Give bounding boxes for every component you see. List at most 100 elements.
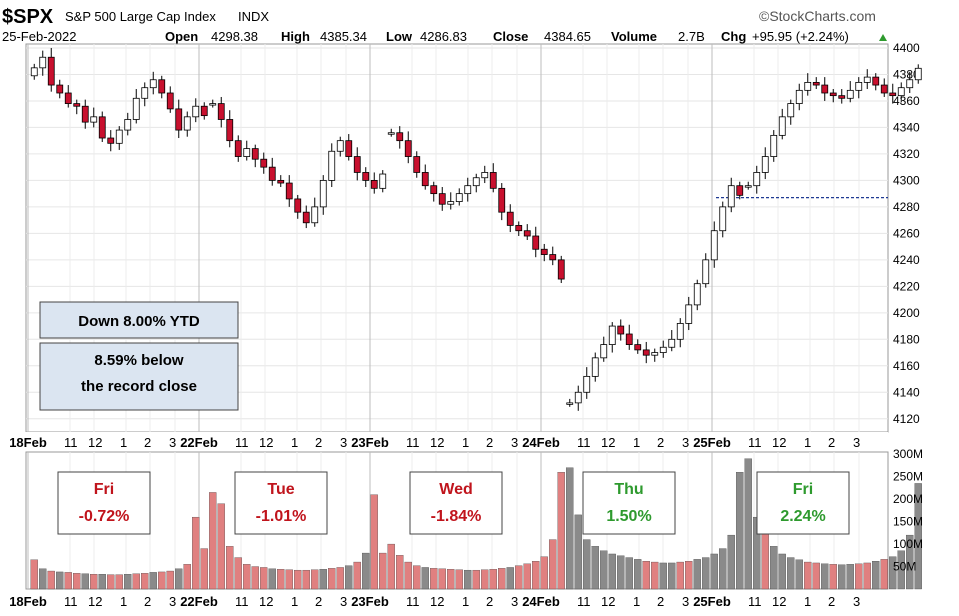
date-tick-label: 11 xyxy=(235,435,249,450)
volume-bar xyxy=(183,564,191,590)
volume-bar xyxy=(829,564,837,590)
date-tick-label: 2 xyxy=(315,594,322,609)
volume-tick-label: 50M xyxy=(893,560,916,574)
exchange-label: INDX xyxy=(238,9,269,24)
volume-tick-label: 150M xyxy=(893,515,923,529)
volume-bar xyxy=(464,569,472,590)
candle-up xyxy=(192,105,200,118)
record-note-line1: 8.59% below xyxy=(94,352,184,369)
volume-bar xyxy=(132,573,140,590)
volume-bar xyxy=(617,555,625,590)
price-tick-label: 4340 xyxy=(893,120,920,134)
volume-bar xyxy=(285,569,293,590)
date-tick-label: 12 xyxy=(601,594,615,609)
volume-bar xyxy=(404,561,412,590)
date-tick-label: 3 xyxy=(511,435,518,450)
candle-down xyxy=(880,84,888,94)
candle-down xyxy=(413,156,421,173)
candle-down xyxy=(498,187,506,213)
volume-y-axis: 50M 100M 150M 200M 250M 300M xyxy=(893,447,923,573)
date-tick-label: 2 xyxy=(828,435,835,450)
date-tick-label: 18Feb xyxy=(9,594,47,609)
volume-bar xyxy=(234,557,242,590)
volume-bar xyxy=(804,561,812,590)
date-tick-label: 12 xyxy=(772,594,786,609)
volume-bar xyxy=(328,568,336,590)
date-tick-label: 2 xyxy=(315,435,322,450)
volume-bar xyxy=(56,571,64,590)
record-note-line2: the record close xyxy=(81,378,197,395)
date-tick-label: 1 xyxy=(291,435,298,450)
date-tick-label: 12 xyxy=(88,435,102,450)
close-value: 4384.65 xyxy=(544,29,591,44)
candle-down xyxy=(217,103,225,120)
candle-up xyxy=(583,375,591,393)
volume-bar xyxy=(770,546,778,590)
candle-up xyxy=(115,129,123,144)
low-label: Low xyxy=(386,29,413,44)
candle-down xyxy=(523,230,531,237)
candle-up xyxy=(90,116,98,123)
volume-bar xyxy=(634,559,642,590)
volume-bar xyxy=(744,458,752,590)
date-tick-label: 1 xyxy=(120,435,127,450)
candle-up xyxy=(744,185,752,188)
date-tick-label: 1 xyxy=(462,435,469,450)
volume-bar xyxy=(260,567,268,590)
candle-down xyxy=(294,198,302,213)
date-tick-label: 24Feb xyxy=(522,594,560,609)
candle-up xyxy=(379,173,387,189)
index-name: S&P 500 Large Cap Index xyxy=(65,9,216,24)
day-change-box: Fri -0.72% xyxy=(57,471,151,535)
day-change-day: Thu xyxy=(614,481,643,498)
volume-bar xyxy=(481,569,489,590)
date-tick-label: 25Feb xyxy=(693,435,731,450)
volume-bar xyxy=(277,569,285,590)
candle-down xyxy=(625,333,633,346)
candle-down xyxy=(642,349,650,356)
high-value: 4385.34 xyxy=(320,29,367,44)
volume-bar xyxy=(438,568,446,590)
candle-down xyxy=(226,119,234,142)
candle-down xyxy=(540,248,548,255)
volume-bar xyxy=(39,568,47,590)
low-value: 4286.83 xyxy=(420,29,467,44)
volume-bar xyxy=(370,494,378,590)
candle-down xyxy=(98,116,106,139)
candle-down xyxy=(260,158,268,168)
volume-bar xyxy=(98,574,106,590)
date-axis-bottom: 18Feb 11 12 1 2 3 22Feb 11 12 1 2 3 23Feb 11 12 1 2 3 24Fe… xyxy=(9,594,860,609)
candle-up xyxy=(787,103,795,118)
date-axis-top-band xyxy=(0,432,888,452)
price-tick-label: 4400 xyxy=(893,41,920,55)
volume-bar xyxy=(319,569,327,590)
day-change-box: Fri 2.24% xyxy=(756,471,850,535)
candle-up xyxy=(770,134,778,157)
volume-bar xyxy=(778,553,786,590)
up-arrow-icon xyxy=(879,34,887,41)
volume-bar xyxy=(846,564,854,590)
volume-bar xyxy=(166,570,174,590)
price-tick-label: 4140 xyxy=(893,385,920,399)
day-change-pct: -1.01% xyxy=(256,508,307,525)
candle-up xyxy=(855,82,863,91)
chg-label: Chg xyxy=(721,29,746,44)
price-tick-label: 4360 xyxy=(893,94,920,108)
volume-bar xyxy=(591,546,599,590)
date-tick-label: 12 xyxy=(88,594,102,609)
volume-bar xyxy=(200,548,208,590)
volume-bar xyxy=(600,550,608,590)
volume-bar xyxy=(455,569,463,590)
date-tick-label: 3 xyxy=(853,435,860,450)
date-tick-label: 11 xyxy=(577,435,591,450)
candle-down xyxy=(736,185,744,196)
date-tick-label: 11 xyxy=(64,594,78,609)
volume-bar xyxy=(642,561,650,590)
candle-down xyxy=(107,137,115,144)
date-tick-label: 11 xyxy=(406,435,420,450)
volume-bar xyxy=(73,573,81,590)
candle-up xyxy=(702,259,710,285)
volume-bar xyxy=(47,570,55,590)
price-tick-label: 4380 xyxy=(893,67,920,81)
